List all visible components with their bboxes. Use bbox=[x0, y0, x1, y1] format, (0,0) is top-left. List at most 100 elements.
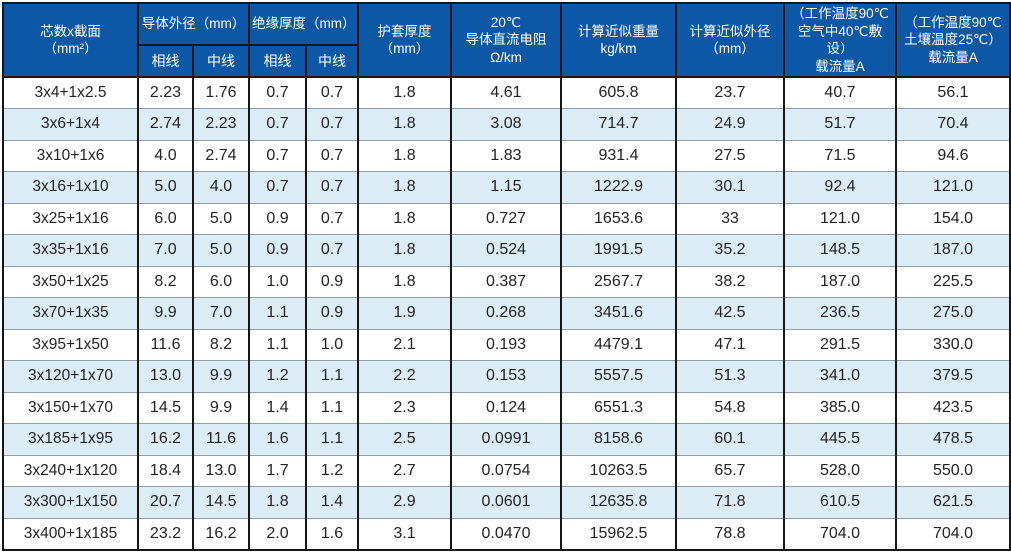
cell-value: 16.2 bbox=[192, 517, 250, 551]
cell-spec: 3x16+1x10 bbox=[2, 171, 139, 204]
cell-value: 1.8 bbox=[248, 486, 307, 519]
cell-value: 12635.8 bbox=[560, 486, 677, 519]
cell-spec: 3x50+1x25 bbox=[2, 265, 139, 299]
cell-value: 931.4 bbox=[560, 139, 677, 173]
cell-spec: 3x95+1x50 bbox=[2, 328, 139, 362]
cell-value: 621.5 bbox=[895, 486, 1011, 519]
cell-value: 0.524 bbox=[450, 234, 562, 267]
cell-value: 5.0 bbox=[137, 171, 194, 204]
cell-value: 379.5 bbox=[895, 360, 1011, 393]
cell-value: 0.0601 bbox=[450, 486, 562, 519]
cell-spec: 3x25+1x16 bbox=[2, 202, 139, 236]
cell-value: 528.0 bbox=[783, 454, 897, 488]
cell-value: 7.0 bbox=[192, 297, 250, 330]
cell-value: 23.7 bbox=[675, 76, 785, 110]
cell-value: 1.9 bbox=[357, 297, 452, 330]
cell-value: 38.2 bbox=[675, 265, 785, 299]
cell-value: 1.1 bbox=[248, 297, 307, 330]
cell-value: 70.4 bbox=[895, 108, 1011, 141]
cell-value: 0.0470 bbox=[450, 517, 562, 551]
cell-value: 6.0 bbox=[192, 265, 250, 299]
cell-value: 2.23 bbox=[137, 76, 194, 110]
cell-value: 610.5 bbox=[783, 486, 897, 519]
cell-value: 78.8 bbox=[675, 517, 785, 551]
header-conductor-od: 导体外径（mm） bbox=[137, 2, 250, 46]
cell-value: 1.8 bbox=[357, 76, 452, 110]
cell-value: 187.0 bbox=[783, 265, 897, 299]
cell-value: 42.5 bbox=[675, 297, 785, 330]
header-dc-resistance: 20℃ 导体直流电阻 Ω/km bbox=[450, 1, 562, 79]
header-conductor-phase: 相线 bbox=[137, 43, 194, 79]
cell-value: 35.2 bbox=[675, 234, 785, 267]
cell-value: 2.74 bbox=[192, 139, 250, 173]
cell-value: 1.6 bbox=[305, 517, 359, 551]
table-row: 3x185+1x95 16.2 11.6 1.6 1.1 2.5 0.0991 8158.6 6… bbox=[2, 423, 1011, 456]
cell-value: 7.0 bbox=[137, 234, 194, 267]
cell-value: 0.9 bbox=[305, 297, 359, 330]
cell-value: 0.387 bbox=[450, 265, 562, 299]
cell-value: 94.6 bbox=[895, 139, 1011, 173]
cell-value: 5.0 bbox=[192, 202, 250, 236]
cell-value: 1222.9 bbox=[560, 171, 677, 204]
cell-value: 1.7 bbox=[248, 454, 307, 488]
header-row-top: 芯数x截面 （mm²） 导体外径（mm） 绝缘厚度（mm） 护套厚度 （mm） … bbox=[2, 1, 1011, 79]
cell-value: 9.9 bbox=[192, 391, 250, 425]
table-row: 3x150+1x70 14.5 9.9 1.4 1.1 2.3 0.124 6551.3 54.… bbox=[2, 391, 1011, 425]
cell-value: 2.1 bbox=[357, 328, 452, 362]
cell-value: 2.23 bbox=[192, 108, 250, 141]
cell-value: 275.0 bbox=[895, 297, 1011, 330]
cell-value: 2.74 bbox=[137, 108, 194, 141]
cell-value: 23.2 bbox=[137, 517, 194, 551]
table-row: 3x400+1x185 23.2 16.2 2.0 1.6 3.1 0.0470 15962.… bbox=[2, 517, 1011, 551]
cell-value: 20.7 bbox=[137, 486, 194, 519]
cell-value: 704.0 bbox=[783, 517, 897, 551]
cell-value: 0.268 bbox=[450, 297, 562, 330]
cell-value: 1.1 bbox=[305, 391, 359, 425]
table-row: 3x70+1x35 9.9 7.0 1.1 0.9 1.9 0.268 3451.6 42.5 2… bbox=[2, 297, 1011, 330]
cell-value: 236.5 bbox=[783, 297, 897, 330]
cell-value: 11.6 bbox=[192, 423, 250, 456]
header-approx-weight: 计算近似重量 kg/km bbox=[560, 1, 677, 79]
cell-value: 2.9 bbox=[357, 486, 452, 519]
cell-value: 3451.6 bbox=[560, 297, 677, 330]
cell-value: 3.1 bbox=[357, 517, 452, 551]
cell-value: 1653.6 bbox=[560, 202, 677, 236]
cell-value: 148.5 bbox=[783, 234, 897, 267]
cell-value: 5.0 bbox=[192, 234, 250, 267]
cell-value: 51.3 bbox=[675, 360, 785, 393]
cell-value: 16.2 bbox=[137, 423, 194, 456]
cell-value: 0.7 bbox=[305, 171, 359, 204]
header-conductor-neutral: 中线 bbox=[192, 43, 250, 79]
cell-value: 0.7 bbox=[305, 139, 359, 173]
cell-value: 385.0 bbox=[783, 391, 897, 425]
table-header: 芯数x截面 （mm²） 导体外径（mm） 绝缘厚度（mm） 护套厚度 （mm） … bbox=[2, 1, 1011, 79]
cell-value: 9.9 bbox=[192, 360, 250, 393]
table-row: 3x4+1x2.5 2.23 1.76 0.7 0.7 1.8 4.61 605.8 23.7 4… bbox=[2, 76, 1011, 110]
table-row: 3x10+1x6 4.0 2.74 0.7 0.7 1.8 1.83 931.4 27.5 71.… bbox=[2, 139, 1011, 173]
table-row: 3x50+1x25 8.2 6.0 1.0 0.9 1.8 0.387 2567.7 38.2 1… bbox=[2, 265, 1011, 299]
table-row: 3x120+1x70 13.0 9.9 1.2 1.1 2.2 0.153 5557.5 51.… bbox=[2, 360, 1011, 393]
table-row: 3x95+1x50 11.6 8.2 1.1 1.0 2.1 0.193 4479.1 47.1… bbox=[2, 328, 1011, 362]
cell-value: 2.3 bbox=[357, 391, 452, 425]
cell-value: 1.8 bbox=[357, 234, 452, 267]
cell-value: 0.7 bbox=[305, 202, 359, 236]
cell-value: 0.7 bbox=[248, 171, 307, 204]
cell-value: 0.7 bbox=[248, 108, 307, 141]
cell-value: 40.7 bbox=[783, 76, 897, 110]
cell-value: 15962.5 bbox=[560, 517, 677, 551]
cell-value: 0.7 bbox=[305, 76, 359, 110]
cell-value: 51.7 bbox=[783, 108, 897, 141]
cell-value: 423.5 bbox=[895, 391, 1011, 425]
cell-value: 47.1 bbox=[675, 328, 785, 362]
cell-value: 5557.5 bbox=[560, 360, 677, 393]
cell-value: 0.9 bbox=[305, 265, 359, 299]
cell-spec: 3x240+1x120 bbox=[2, 454, 139, 488]
cell-value: 0.7 bbox=[248, 139, 307, 173]
cell-value: 27.5 bbox=[675, 139, 785, 173]
cell-value: 1.1 bbox=[305, 423, 359, 456]
cell-value: 1.6 bbox=[248, 423, 307, 456]
cell-value: 1.0 bbox=[305, 328, 359, 362]
cell-value: 550.0 bbox=[895, 454, 1011, 488]
cell-value: 1.1 bbox=[248, 328, 307, 362]
